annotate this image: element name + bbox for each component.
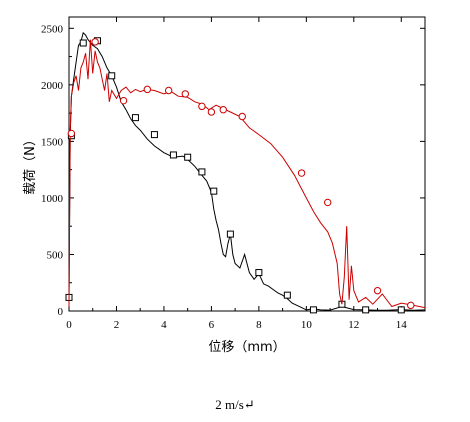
x-tick-label: 0 [66,319,72,331]
y-tick-label: 1000 [41,193,64,205]
data-point-circle [181,90,189,98]
data-point-circle [219,106,227,114]
x-tick-label: 4 [161,319,167,331]
x-tick-label: 8 [256,319,262,331]
data-point-circle [207,108,216,116]
data-point-circle [67,129,76,138]
data-point-square [184,153,192,161]
x-tick-label: 12 [348,319,359,331]
y-tick-label: 2500 [41,23,64,35]
y-tick-label: 2000 [41,80,64,92]
y-tick-label: 500 [47,249,64,261]
data-point-square [255,269,263,277]
y-tick-label: 0 [58,306,64,318]
data-point-circle [297,169,306,177]
y-tick-label: 1500 [41,136,64,148]
data-point-circle [198,102,206,111]
data-point-square [283,291,291,299]
data-point-circle [143,85,152,94]
x-tick-label: 6 [209,319,215,331]
data-point-circle [164,86,173,95]
data-point-circle [119,96,128,105]
plot-area: 0 2 4 6 8 10 12 14 0 500 1000 1500 2000 2500 位移（mm） 载荷（… [23,16,426,355]
data-point-square [397,306,405,314]
data-point-circle [323,198,332,207]
data-point-square [108,72,116,80]
y-axis-label: 载荷（N） [23,133,38,195]
data-point-square [131,114,139,122]
x-axis-label: 位移（mm） [208,340,285,355]
data-point-square [362,306,370,314]
x-tick-label: 10 [301,319,313,331]
data-point-square [210,187,218,195]
data-point-square [309,306,317,314]
series-line-0 [68,31,426,311]
series-line-1 [68,39,426,309]
data-point-circle [373,286,382,295]
plot-frame [68,16,426,312]
chart-caption: 2 m/s↵ [215,397,255,412]
data-point-square [169,151,177,159]
data-point-square [198,168,206,176]
data-point-square [226,230,234,238]
data-point-square [79,39,87,47]
data-point-square [150,131,158,139]
data-point-circle [91,38,99,46]
data-point-circle [407,301,415,310]
x-tick-label: 14 [396,319,408,331]
data-point-circle [238,112,246,121]
x-tick-label: 2 [114,319,120,331]
